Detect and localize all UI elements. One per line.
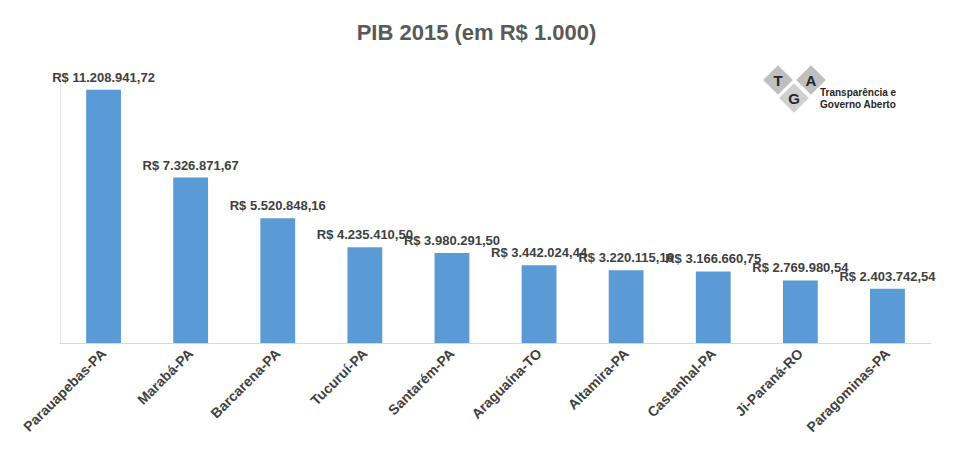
svg-text:R$ 4.235.410,50: R$ 4.235.410,50 <box>317 227 413 242</box>
svg-text:A: A <box>806 72 817 89</box>
svg-text:R$ 2.769.980,54: R$ 2.769.980,54 <box>752 260 849 275</box>
svg-text:Castanhal-PA: Castanhal-PA <box>644 345 719 420</box>
svg-text:Barcarena-PA: Barcarena-PA <box>207 345 283 421</box>
svg-text:Parauapebas-PA: Parauapebas-PA <box>20 345 109 434</box>
svg-text:R$ 2.403.742,54: R$ 2.403.742,54 <box>839 269 936 284</box>
svg-text:Santarém-PA: Santarém-PA <box>385 345 458 418</box>
svg-text:Governo Aberto: Governo Aberto <box>820 99 896 110</box>
svg-text:R$ 3.980.291,50: R$ 3.980.291,50 <box>404 233 500 248</box>
svg-text:R$ 3.442.024,44: R$ 3.442.024,44 <box>491 245 588 260</box>
svg-text:G: G <box>788 90 800 107</box>
svg-text:R$ 3.220.115,16: R$ 3.220.115,16 <box>578 250 673 265</box>
svg-text:R$ 3.166.660,75: R$ 3.166.660,75 <box>665 251 761 266</box>
svg-text:PIB 2015 (em R$ 1.000): PIB 2015 (em R$ 1.000) <box>357 20 597 45</box>
svg-text:Ji-Paraná-RO: Ji-Paraná-RO <box>732 345 806 419</box>
svg-text:Altamira-PA: Altamira-PA <box>565 345 632 412</box>
svg-text:R$ 11.208.941,72: R$ 11.208.941,72 <box>52 70 155 85</box>
svg-text:Tucuruí-PA: Tucuruí-PA <box>307 345 370 408</box>
svg-text:R$ 7.326.871,67: R$ 7.326.871,67 <box>143 158 239 173</box>
svg-text:T: T <box>773 72 782 89</box>
svg-text:Araguaína-TO: Araguaína-TO <box>468 345 545 422</box>
svg-text:Marabá-PA: Marabá-PA <box>134 345 196 407</box>
svg-text:Paragominas-PA: Paragominas-PA <box>803 345 893 435</box>
svg-text:Transparência e: Transparência e <box>820 87 897 98</box>
svg-text:R$ 5.520.848,16: R$ 5.520.848,16 <box>230 198 326 213</box>
